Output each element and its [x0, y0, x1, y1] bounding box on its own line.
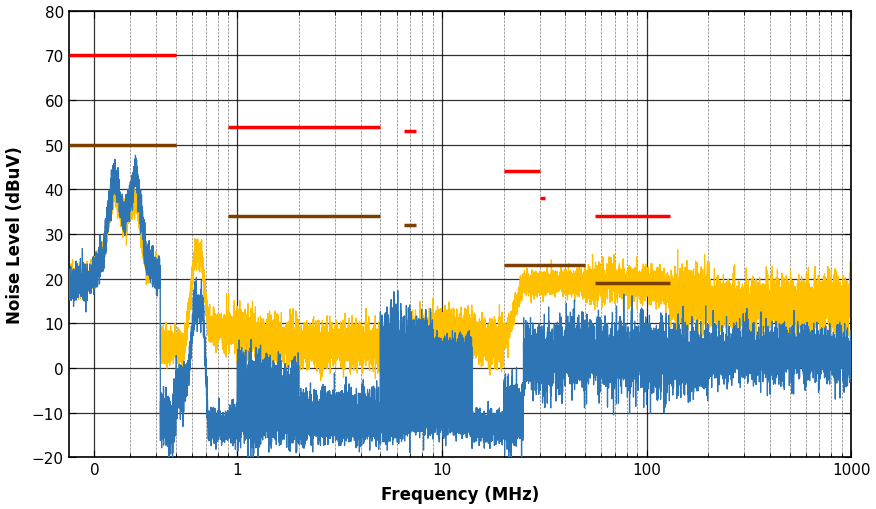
Y-axis label: Noise Level (dBuV): Noise Level (dBuV) — [5, 146, 24, 323]
X-axis label: Frequency (MHz): Frequency (MHz) — [381, 486, 539, 503]
